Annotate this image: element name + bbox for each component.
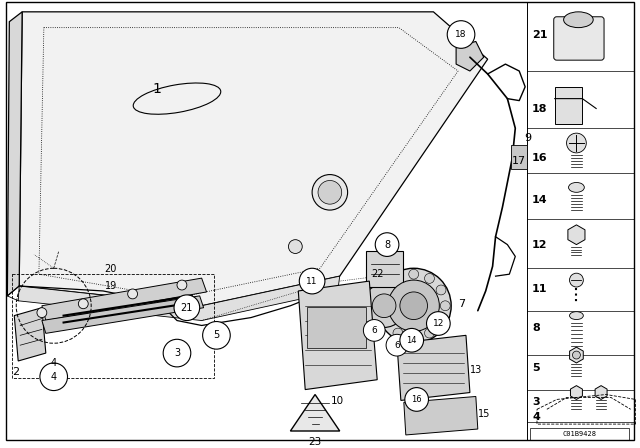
Ellipse shape: [568, 182, 584, 192]
Text: 8: 8: [532, 323, 540, 333]
Text: 4: 4: [532, 412, 540, 422]
FancyBboxPatch shape: [307, 307, 366, 348]
Text: 9: 9: [524, 133, 531, 143]
Text: C01B9428: C01B9428: [563, 431, 596, 437]
Text: 3: 3: [174, 348, 180, 358]
Circle shape: [426, 312, 450, 336]
Text: 10: 10: [331, 396, 344, 406]
Ellipse shape: [570, 312, 583, 319]
Bar: [530, 428, 628, 440]
Text: 14: 14: [406, 336, 417, 345]
Circle shape: [127, 289, 138, 299]
Text: 17: 17: [513, 156, 527, 166]
Circle shape: [177, 280, 187, 290]
Polygon shape: [14, 308, 46, 361]
Text: 6: 6: [371, 326, 377, 335]
FancyBboxPatch shape: [555, 87, 582, 124]
Circle shape: [163, 339, 191, 367]
Polygon shape: [291, 395, 340, 431]
Polygon shape: [456, 41, 484, 71]
Text: 11: 11: [532, 284, 548, 294]
Text: 15: 15: [478, 409, 490, 419]
Circle shape: [573, 351, 580, 359]
Polygon shape: [404, 396, 478, 435]
Ellipse shape: [564, 12, 593, 28]
Circle shape: [400, 328, 424, 352]
Circle shape: [405, 388, 429, 411]
Text: 11: 11: [307, 276, 318, 285]
Circle shape: [393, 328, 403, 338]
Text: 5: 5: [532, 363, 540, 373]
Circle shape: [40, 363, 67, 391]
Circle shape: [37, 308, 47, 318]
Text: 4: 4: [51, 358, 57, 368]
Polygon shape: [42, 278, 207, 320]
Text: 23: 23: [308, 437, 322, 447]
Circle shape: [436, 317, 446, 327]
Text: 1: 1: [153, 82, 162, 96]
Polygon shape: [42, 296, 204, 333]
Circle shape: [318, 181, 342, 204]
Polygon shape: [397, 336, 470, 401]
Text: 19: 19: [105, 281, 117, 291]
Circle shape: [570, 273, 583, 287]
Circle shape: [381, 285, 391, 295]
Text: 18: 18: [532, 103, 548, 113]
Circle shape: [440, 301, 450, 310]
Circle shape: [375, 233, 399, 256]
Circle shape: [381, 317, 391, 327]
Circle shape: [372, 294, 396, 318]
Circle shape: [289, 240, 302, 254]
Text: 18: 18: [455, 30, 467, 39]
Polygon shape: [298, 281, 377, 390]
Text: 22: 22: [371, 269, 384, 279]
Circle shape: [409, 332, 419, 342]
Circle shape: [386, 334, 408, 356]
Polygon shape: [18, 276, 340, 320]
FancyBboxPatch shape: [366, 250, 403, 287]
Circle shape: [424, 273, 435, 283]
Text: 21: 21: [532, 30, 548, 39]
Polygon shape: [19, 12, 488, 306]
Circle shape: [364, 319, 385, 341]
Circle shape: [376, 268, 451, 343]
Circle shape: [436, 285, 446, 295]
Text: 21: 21: [180, 303, 193, 313]
Text: 12: 12: [433, 319, 444, 328]
Text: 4: 4: [51, 372, 57, 382]
Circle shape: [424, 328, 435, 338]
Circle shape: [409, 269, 419, 279]
Circle shape: [377, 301, 387, 310]
Text: 6: 6: [394, 340, 400, 350]
Text: 20: 20: [105, 264, 117, 274]
Text: 3: 3: [532, 397, 540, 408]
Text: 13: 13: [470, 365, 482, 375]
Text: 5: 5: [213, 330, 220, 340]
Circle shape: [312, 175, 348, 210]
Text: 14: 14: [532, 195, 548, 205]
Text: 8: 8: [384, 240, 390, 250]
Circle shape: [388, 280, 439, 332]
Circle shape: [174, 295, 200, 320]
Circle shape: [362, 284, 406, 327]
FancyBboxPatch shape: [554, 17, 604, 60]
Polygon shape: [7, 12, 22, 296]
Circle shape: [566, 133, 586, 153]
Circle shape: [300, 268, 325, 294]
Circle shape: [447, 21, 475, 48]
Text: 7: 7: [458, 299, 465, 309]
Text: 16: 16: [532, 153, 548, 163]
Circle shape: [393, 273, 403, 283]
Text: 2: 2: [12, 367, 19, 377]
Circle shape: [400, 292, 428, 319]
FancyBboxPatch shape: [511, 145, 527, 168]
Text: 12: 12: [532, 240, 548, 250]
Circle shape: [78, 299, 88, 309]
Circle shape: [203, 322, 230, 349]
Text: 16: 16: [412, 395, 422, 404]
